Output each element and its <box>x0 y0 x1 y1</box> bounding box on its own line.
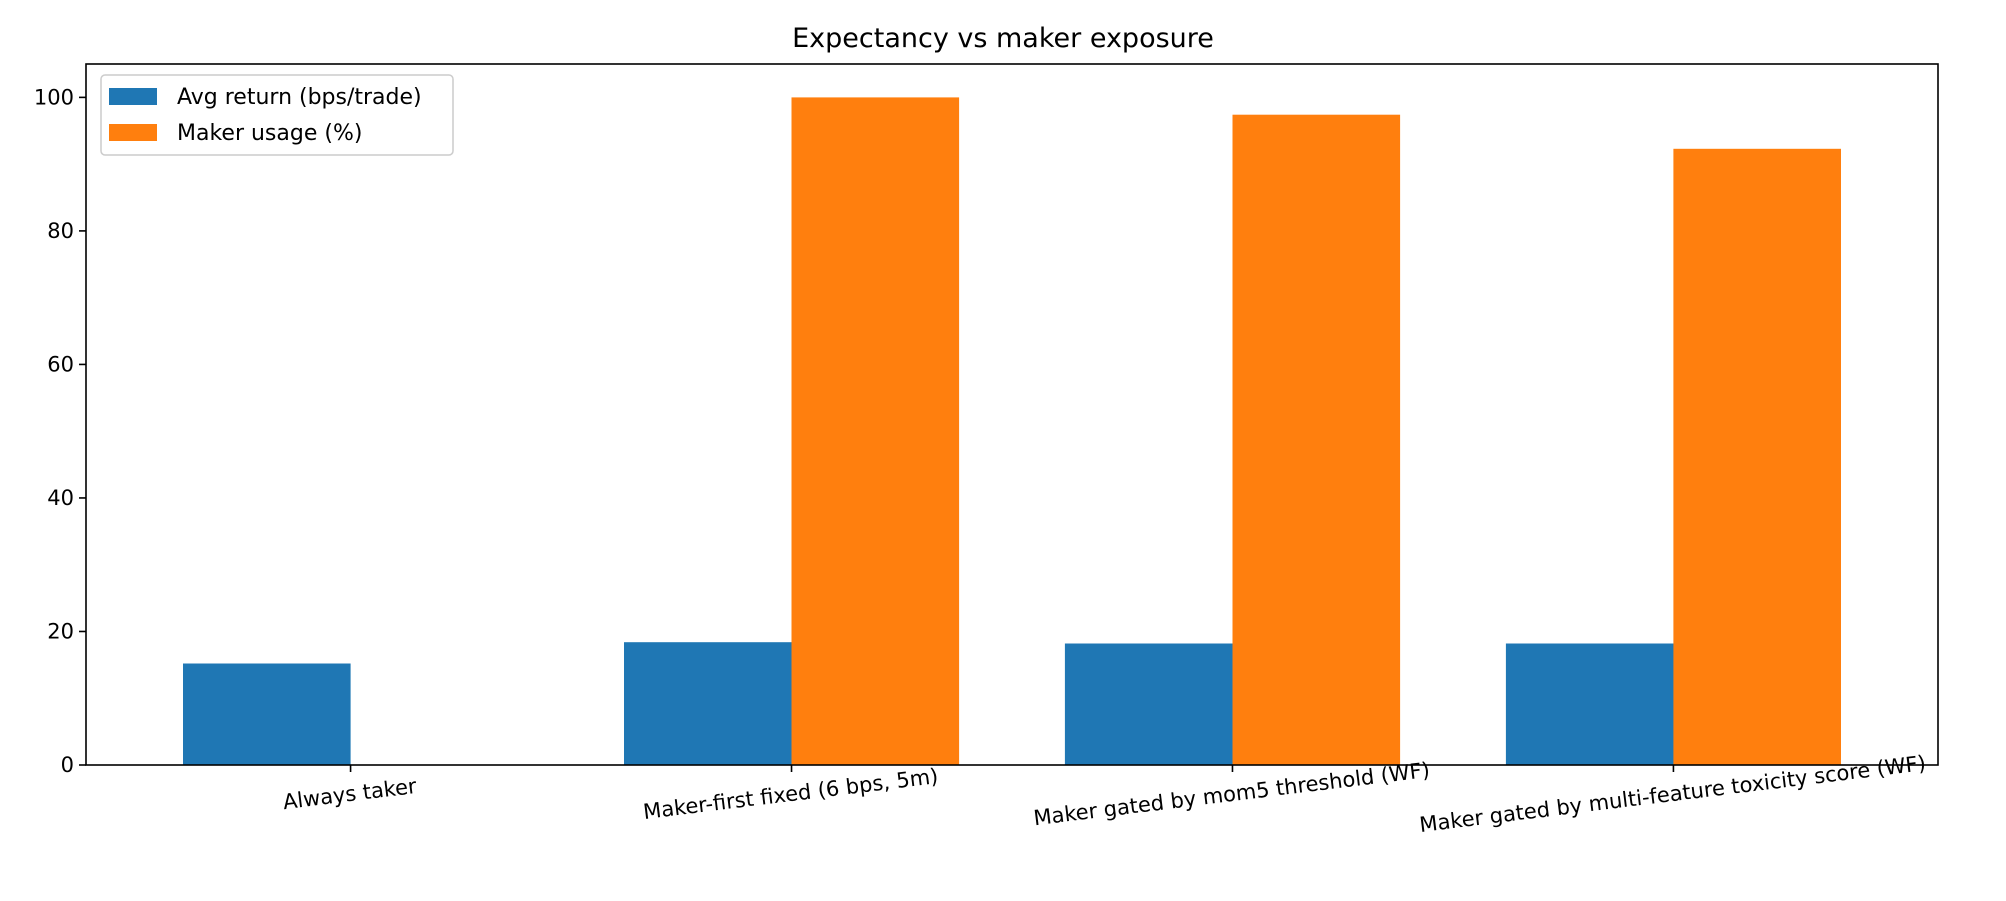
y-tick-label: 0 <box>61 753 74 777</box>
legend-label-maker-usage: Maker usage (%) <box>177 121 362 146</box>
legend: Avg return (bps/trade) Maker usage (%) <box>100 74 454 156</box>
x-tick-label: Maker gated by mom5 threshold (WF) <box>1032 758 1431 830</box>
bar-series0-cat0 <box>183 663 351 765</box>
bar-series1-cat2 <box>1232 114 1401 765</box>
bar-series1-cat3 <box>1673 148 1841 766</box>
y-tick-label: 80 <box>47 219 74 243</box>
y-tick-label: 60 <box>47 352 74 376</box>
legend-swatch-avg-return <box>109 88 157 105</box>
legend-label-avg-return: Avg return (bps/trade) <box>177 85 422 110</box>
bar-series0-cat2 <box>1064 643 1233 765</box>
plot-frame <box>85 63 1939 766</box>
bar-series0-cat3 <box>1505 643 1674 765</box>
bar-series1-cat1 <box>791 97 960 765</box>
y-tick-label: 20 <box>47 619 74 643</box>
legend-swatch-maker-usage <box>109 124 157 141</box>
chart-title: Expectancy vs maker exposure <box>792 23 1214 54</box>
x-tick-label: Always taker <box>282 774 419 814</box>
bar-series0-cat1 <box>624 642 792 765</box>
legend-box <box>100 74 454 156</box>
x-tick-label: Maker-first fixed (6 bps, 5m) <box>642 764 940 824</box>
y-tick-label: 100 <box>34 85 74 109</box>
y-axis: 0 20 40 60 80 100 <box>34 85 86 777</box>
bars-group <box>183 97 1841 766</box>
y-tick-label: 40 <box>47 486 74 510</box>
